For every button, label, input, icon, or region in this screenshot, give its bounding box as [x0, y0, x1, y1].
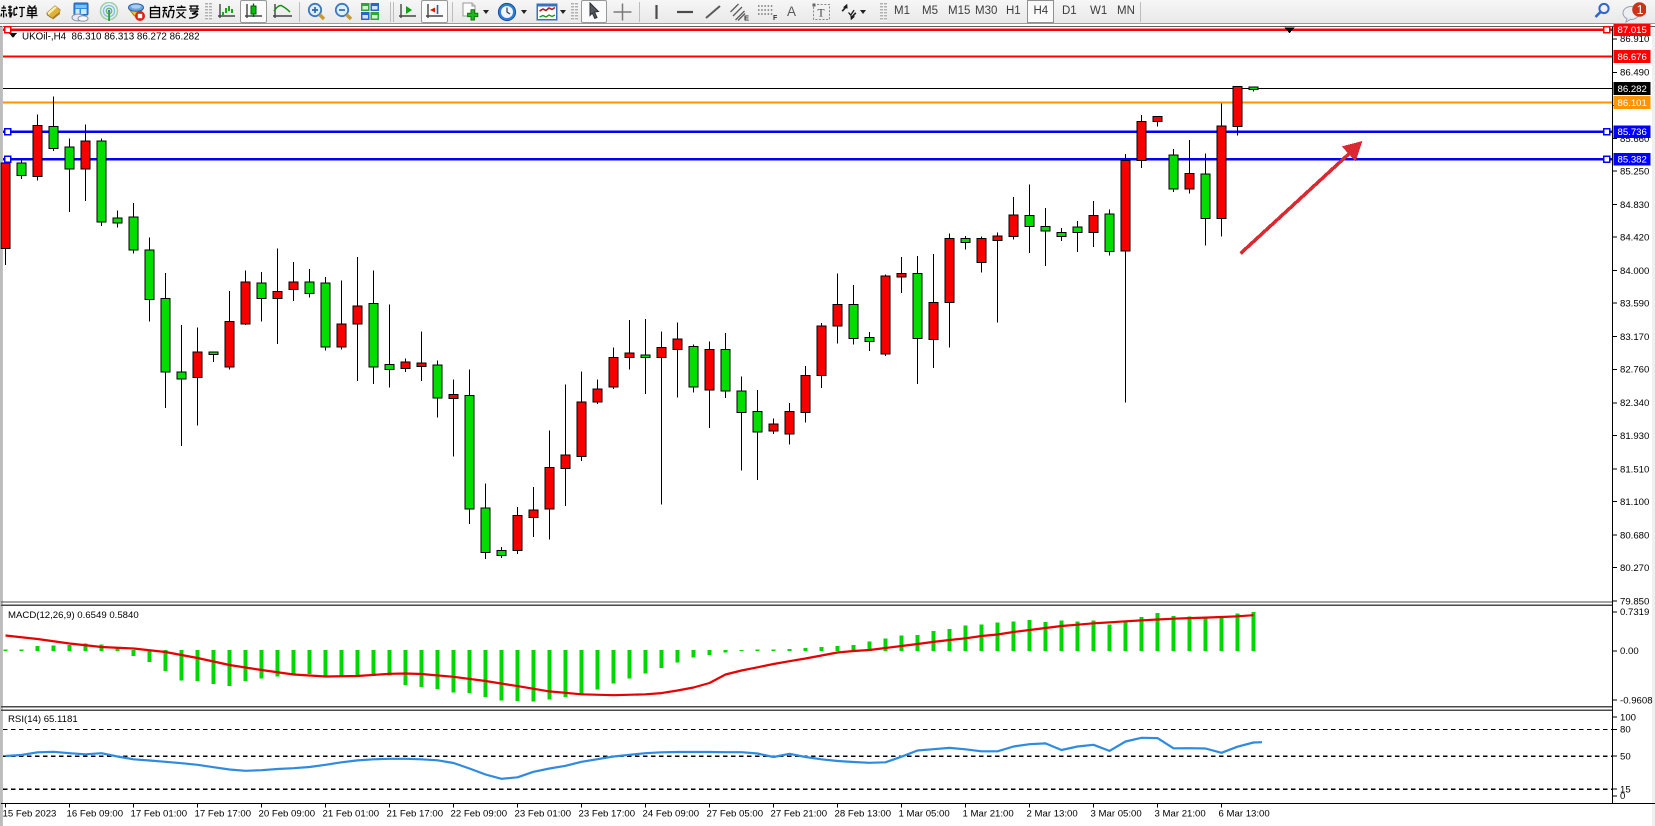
svg-text:85.250: 85.250 [1620, 166, 1649, 177]
svg-text:84.000: 84.000 [1620, 266, 1649, 277]
svg-text:27 Feb 05:00: 27 Feb 05:00 [707, 809, 764, 820]
svg-text:6 Mar 13:00: 6 Mar 13:00 [1219, 809, 1270, 820]
svg-text:81.930: 81.930 [1620, 431, 1649, 442]
svg-text:50: 50 [1620, 752, 1631, 763]
svg-text:87.015: 87.015 [1618, 25, 1647, 36]
svg-text:85.660: 85.660 [1620, 134, 1649, 145]
svg-text:E: E [744, 14, 749, 23]
svg-text:80.270: 80.270 [1620, 563, 1649, 574]
svg-text:23 Feb 17:00: 23 Feb 17:00 [579, 809, 636, 820]
svg-text:84.830: 84.830 [1620, 200, 1649, 211]
svg-text:100: 100 [1620, 712, 1636, 723]
svg-text:84.420: 84.420 [1620, 233, 1649, 244]
svg-text:RSI(14) 65.1181: RSI(14) 65.1181 [8, 714, 78, 725]
svg-text:15 Feb 2023: 15 Feb 2023 [3, 809, 57, 820]
svg-text:17 Feb 01:00: 17 Feb 01:00 [131, 809, 188, 820]
svg-text:MACD(12,26,9) 0.6549 0.5840: MACD(12,26,9) 0.6549 0.5840 [8, 610, 139, 621]
svg-text:23 Feb 01:00: 23 Feb 01:00 [515, 809, 572, 820]
svg-text:F: F [773, 15, 778, 22]
svg-text:28 Feb 13:00: 28 Feb 13:00 [835, 809, 892, 820]
svg-text:1 Mar 21:00: 1 Mar 21:00 [963, 809, 1014, 820]
svg-text:83.170: 83.170 [1620, 332, 1649, 343]
svg-text:16 Feb 09:00: 16 Feb 09:00 [67, 809, 124, 820]
svg-text:83.590: 83.590 [1620, 299, 1649, 310]
svg-text:85.736: 85.736 [1618, 127, 1647, 138]
svg-text:86.910: 86.910 [1620, 34, 1649, 45]
svg-text:82.340: 82.340 [1620, 398, 1649, 409]
svg-text:0.7319: 0.7319 [1620, 607, 1649, 618]
svg-text:UKOil-,H4 86.310 86.313 86.27: UKOil-,H4 86.310 86.313 86.272 86.282 [22, 32, 200, 43]
svg-text:27 Feb 21:00: 27 Feb 21:00 [771, 809, 828, 820]
svg-text:17 Feb 17:00: 17 Feb 17:00 [195, 809, 252, 820]
svg-text:-0.9608: -0.9608 [1620, 695, 1653, 706]
svg-text:86.676: 86.676 [1618, 52, 1647, 63]
svg-text:24 Feb 09:00: 24 Feb 09:00 [643, 809, 700, 820]
svg-text:85.382: 85.382 [1618, 155, 1647, 166]
svg-text:80.680: 80.680 [1620, 530, 1649, 541]
svg-text:82.760: 82.760 [1620, 365, 1649, 376]
svg-text:86.101: 86.101 [1618, 98, 1647, 109]
svg-text:20 Feb 09:00: 20 Feb 09:00 [259, 809, 316, 820]
svg-text:81.100: 81.100 [1620, 497, 1649, 508]
svg-text:86.490: 86.490 [1620, 68, 1649, 79]
svg-text:22 Feb 09:00: 22 Feb 09:00 [451, 809, 508, 820]
svg-text:T: T [818, 8, 825, 20]
svg-text:80: 80 [1620, 725, 1631, 736]
svg-text:1 Mar 05:00: 1 Mar 05:00 [899, 809, 950, 820]
svg-text:1: 1 [1637, 3, 1644, 17]
svg-text:2 Mar 13:00: 2 Mar 13:00 [1027, 809, 1078, 820]
svg-text:86.282: 86.282 [1618, 84, 1647, 95]
svg-text:79.850: 79.850 [1620, 596, 1649, 607]
svg-text:81.510: 81.510 [1620, 464, 1649, 475]
svg-text:3 Mar 05:00: 3 Mar 05:00 [1091, 809, 1142, 820]
svg-text:21 Feb 17:00: 21 Feb 17:00 [387, 809, 444, 820]
svg-text:15: 15 [1620, 785, 1631, 796]
svg-text:3 Mar 21:00: 3 Mar 21:00 [1155, 809, 1206, 820]
svg-text:21 Feb 01:00: 21 Feb 01:00 [323, 809, 380, 820]
svg-text:0.00: 0.00 [1620, 646, 1639, 657]
svg-text:0: 0 [1620, 791, 1625, 802]
